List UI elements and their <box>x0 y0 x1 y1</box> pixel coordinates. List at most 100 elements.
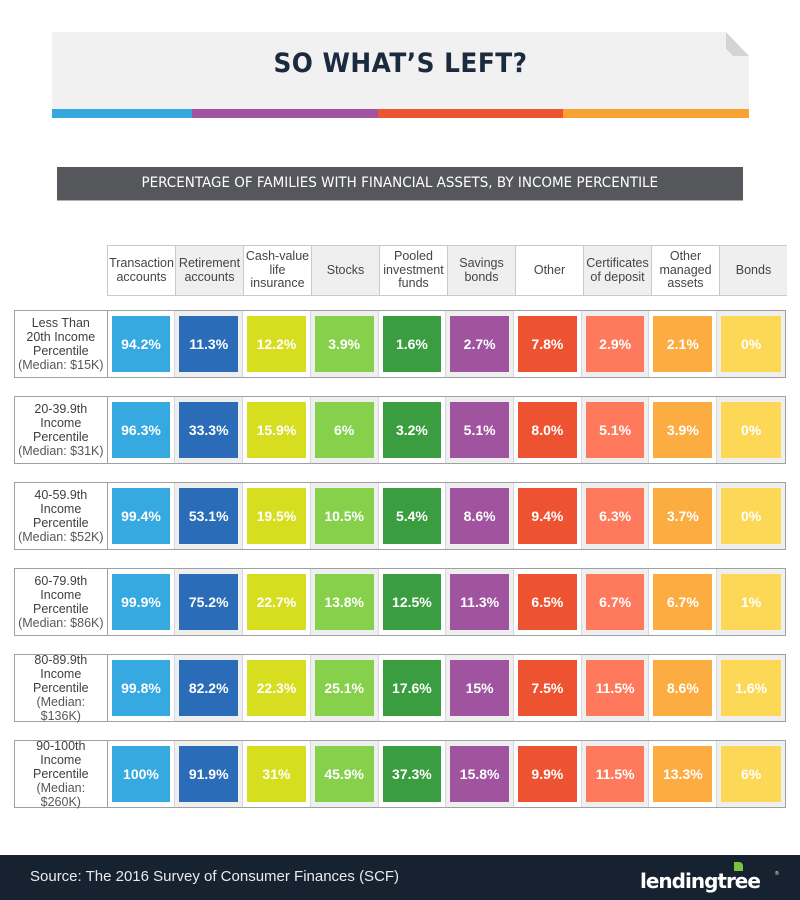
value-cell: 91.9% <box>175 741 244 807</box>
value-swatch: 6.5% <box>518 574 577 630</box>
column-header-label: Bonds <box>736 263 771 278</box>
value-cell: 82.2% <box>175 655 244 721</box>
column-header-line: Transaction <box>109 256 174 270</box>
chart-subtitle-text: PERCENTAGE OF FAMILIES WITH FINANCIAL AS… <box>141 175 659 191</box>
value-swatch: 0% <box>721 316 781 372</box>
value-cell: 0% <box>717 311 785 377</box>
value-swatch: 13.3% <box>653 746 713 802</box>
value-cell: 3.7% <box>649 483 718 549</box>
value-swatch: 2.7% <box>450 316 509 372</box>
column-header-line: life <box>269 262 286 277</box>
value-swatch: 1% <box>721 574 781 630</box>
row-label-line: Less Than <box>31 316 90 330</box>
row-label: 60-79.9th Income Percentile (Median: $86K) <box>15 569 108 635</box>
value-cell: 22.3% <box>243 655 311 721</box>
value-cell: 99.8% <box>108 655 176 721</box>
row-label-line: Percentile <box>33 681 89 695</box>
value-swatch: 91.9% <box>179 746 239 802</box>
column-header-label: Cash-value life insurance <box>246 250 309 291</box>
value-cell: 94.2% <box>108 311 176 377</box>
value-cell: 11.3% <box>446 569 514 635</box>
value-cell: 6.5% <box>514 569 582 635</box>
value-swatch: 22.3% <box>247 660 306 716</box>
page-title: SO WHAT’S LEFT? <box>273 48 528 79</box>
value-cell: 5.1% <box>581 397 650 463</box>
value-cell: 1.6% <box>717 655 785 721</box>
row-label-line: Income <box>40 667 82 681</box>
column-header-label: Other managed assets <box>659 250 711 291</box>
stripe-purple <box>192 109 378 118</box>
column-header-line: Cash-value <box>245 249 310 264</box>
stripe-red <box>378 109 563 118</box>
value-swatch: 0% <box>721 488 781 544</box>
value-cell: 19.5% <box>243 483 311 549</box>
value-cell: 99.4% <box>108 483 176 549</box>
value-cell: 0% <box>717 397 785 463</box>
value-swatch: 99.8% <box>111 660 171 716</box>
logo-leaf-icon <box>734 862 743 871</box>
row-label-line: Income <box>40 753 82 767</box>
value-cell: 7.5% <box>514 655 582 721</box>
value-swatch: 37.3% <box>382 746 442 802</box>
value-cell: 0% <box>717 483 785 549</box>
value-swatch: 9.4% <box>518 488 577 544</box>
row-label-line: 20-39.9th <box>34 402 88 416</box>
row-median: (Median: $86K) <box>18 616 104 630</box>
lendingtree-logo: lendingtree <box>640 869 761 893</box>
value-cell: 15% <box>446 655 514 721</box>
column-header-line: assets <box>667 276 704 291</box>
value-swatch: 3.9% <box>653 402 713 458</box>
column-header-line: Savings <box>459 256 504 270</box>
column-header-label: Savings bonds <box>459 256 504 284</box>
value-swatch: 75.2% <box>179 574 239 630</box>
value-cell: 5.4% <box>379 483 447 549</box>
value-swatch: 15.8% <box>450 746 509 802</box>
row-median: (Median: $31K) <box>18 444 104 458</box>
column-header: Bonds <box>719 246 787 295</box>
value-cell: 22.7% <box>243 569 311 635</box>
value-swatch: 1.6% <box>721 660 781 716</box>
value-swatch: 6% <box>721 746 781 802</box>
column-header-label: Pooled investment funds <box>383 250 443 291</box>
value-swatch: 12.5% <box>382 574 442 630</box>
column-header-line: Other <box>669 249 702 264</box>
value-cell: 10.5% <box>310 483 379 549</box>
column-header-label: Other <box>533 262 566 278</box>
row-label-line: 60-79.9th <box>34 574 88 588</box>
row-label: 20-39.9th Income Percentile (Median: $31K) <box>15 397 108 463</box>
value-cell: 5.1% <box>446 397 514 463</box>
row-label: Less Than 20th Income Percentile (Median: $… <box>15 311 108 377</box>
column-header-line: Other <box>533 262 566 277</box>
value-swatch: 5.1% <box>585 402 645 458</box>
page-fold-icon <box>726 32 749 56</box>
value-cell: 11.5% <box>581 741 650 807</box>
column-header: Cash-value life insurance <box>243 246 311 295</box>
value-cell: 33.3% <box>175 397 244 463</box>
value-cell: 8.6% <box>446 483 514 549</box>
value-cell: 6% <box>310 397 379 463</box>
table-row: 20-39.9th Income Percentile (Median: $31K) 9… <box>14 396 786 464</box>
column-header-line: Retirement <box>178 256 241 270</box>
value-swatch: 2.9% <box>585 316 645 372</box>
column-header-line: managed <box>659 262 712 277</box>
row-label-line: 20th Income <box>26 330 96 344</box>
value-swatch: 13.8% <box>314 574 374 630</box>
value-swatch: 8.6% <box>653 660 713 716</box>
row-label: 90-100th Income Percentile (Median: $260K) <box>15 739 108 809</box>
value-cell: 3.9% <box>310 311 379 377</box>
table-row: 90-100th Income Percentile (Median: $260K) 1… <box>14 739 786 809</box>
column-header-line: Stocks <box>326 262 365 277</box>
value-swatch: 5.1% <box>450 402 509 458</box>
column-header: Stocks <box>311 246 379 295</box>
value-swatch: 99.9% <box>111 574 171 630</box>
column-header: Other <box>515 246 583 295</box>
title-banner <box>52 32 749 118</box>
value-cell: 8.0% <box>514 397 582 463</box>
value-swatch: 11.5% <box>585 746 645 802</box>
value-swatch: 3.9% <box>314 316 374 372</box>
value-cell: 13.3% <box>649 741 718 807</box>
value-cell: 7.8% <box>514 311 582 377</box>
row-label-line: Percentile <box>33 344 89 358</box>
row-label-line: 80-89.9th <box>34 653 88 667</box>
value-swatch: 6.7% <box>653 574 713 630</box>
